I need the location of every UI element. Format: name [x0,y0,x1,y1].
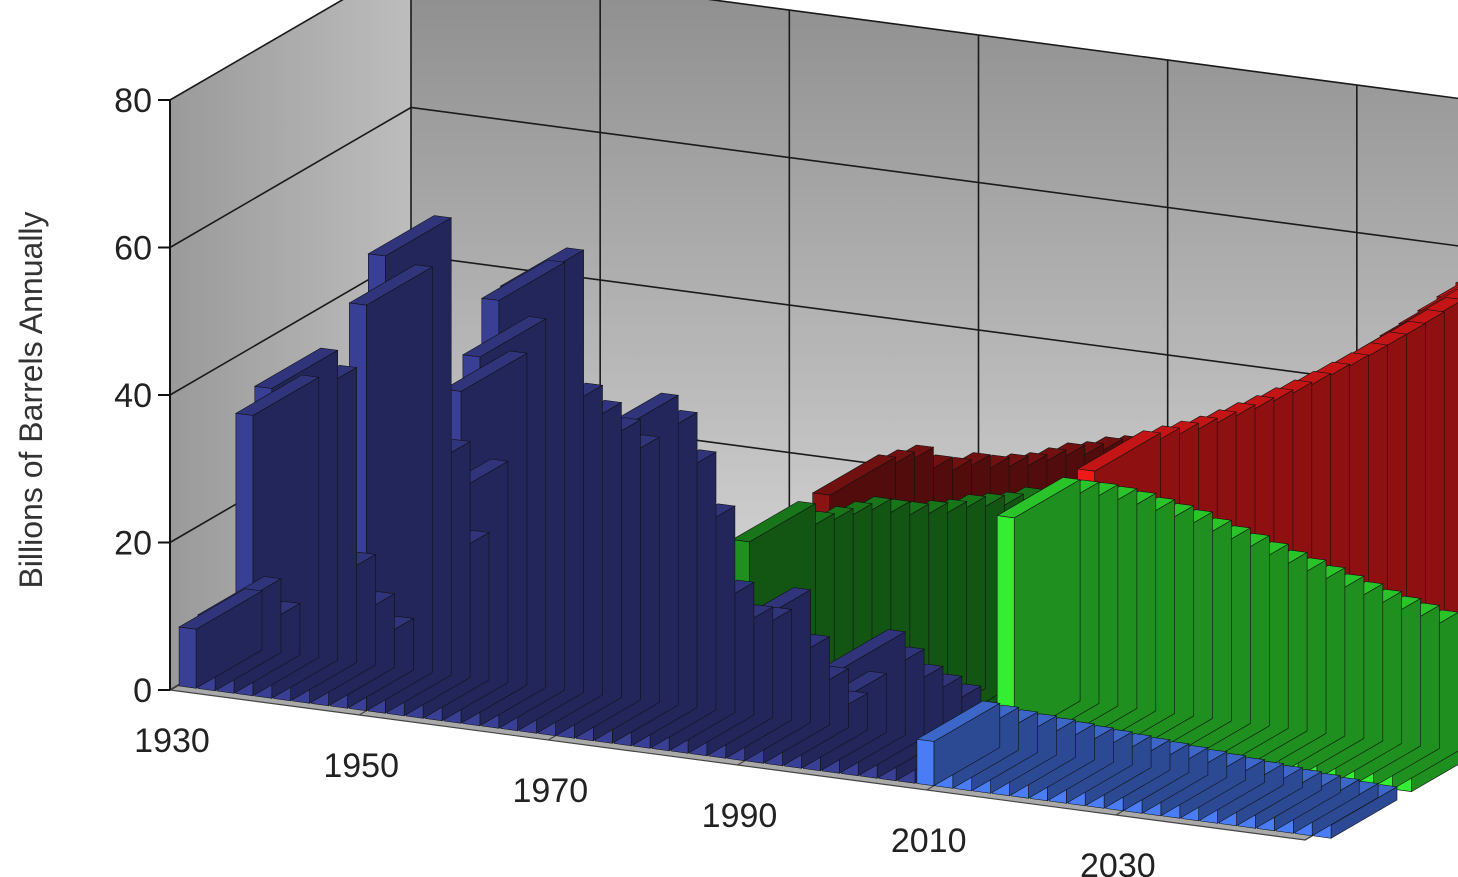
bar [996,477,1082,740]
x-tick-label: 2010 [891,822,967,860]
bar-series [996,477,1458,793]
y-tick-label: 80 [114,82,152,120]
bar-series [178,215,982,784]
y-tick-label: 0 [133,672,152,710]
x-tick-label: 1930 [134,722,210,760]
bar-series-group [178,215,1458,839]
bar [178,588,263,689]
x-tick-label: 1970 [513,772,589,810]
x-tick-label: 1990 [702,797,778,835]
x-tick-label: 2030 [1080,847,1156,877]
axes-group: 0 20 40 60 80 1930 1950 1970 1990 2010 2030 [114,82,1155,877]
y-tick-label: 20 [114,525,152,563]
bar-series [915,700,1398,839]
y-tick-label: 60 [114,230,152,268]
x-tick-label: 1950 [323,747,399,785]
y-tick-label: 40 [114,377,152,415]
y-axis-title: Billions of Barrels Annually [13,211,49,588]
bar [915,700,1001,787]
